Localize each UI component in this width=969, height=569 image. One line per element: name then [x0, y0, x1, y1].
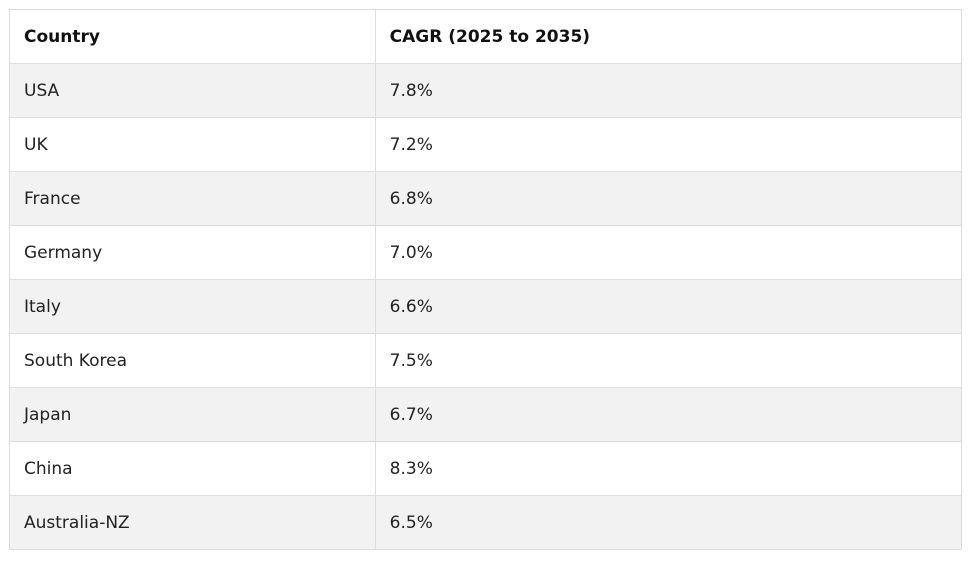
table-row: Italy 6.6% [9, 279, 963, 334]
table-row: France 6.8% [9, 171, 963, 226]
country-cell: France [9, 171, 376, 226]
cagr-cell: 7.2% [374, 117, 963, 172]
cagr-cell: 6.7% [374, 387, 963, 442]
table-row: Germany 7.0% [9, 225, 963, 280]
cagr-cell: 7.8% [374, 63, 963, 118]
cagr-cell: 8.3% [374, 441, 963, 496]
table-row: South Korea 7.5% [9, 333, 963, 388]
cagr-cell: 6.6% [374, 279, 963, 334]
table-row: UK 7.2% [9, 117, 963, 172]
cagr-table-container: Country CAGR (2025 to 2035) USA 7.8% UK … [9, 9, 963, 550]
country-cell: Italy [9, 279, 376, 334]
country-cell: Australia-NZ [9, 495, 376, 550]
header-country: Country [9, 9, 376, 64]
cagr-cell: 6.8% [374, 171, 963, 226]
country-cell: China [9, 441, 376, 496]
cagr-table: Country CAGR (2025 to 2035) USA 7.8% UK … [9, 9, 963, 550]
table-row: Australia-NZ 6.5% [9, 495, 963, 550]
country-cell: Japan [9, 387, 376, 442]
country-cell: South Korea [9, 333, 376, 388]
country-cell: Germany [9, 225, 376, 280]
header-cagr: CAGR (2025 to 2035) [374, 9, 963, 64]
table-row: China 8.3% [9, 441, 963, 496]
country-cell: USA [9, 63, 376, 118]
table-row: Japan 6.7% [9, 387, 963, 442]
table-row: USA 7.8% [9, 63, 963, 118]
country-cell: UK [9, 117, 376, 172]
cagr-cell: 6.5% [374, 495, 963, 550]
cagr-cell: 7.5% [374, 333, 963, 388]
cagr-cell: 7.0% [374, 225, 963, 280]
table-header-row: Country CAGR (2025 to 2035) [9, 9, 963, 64]
